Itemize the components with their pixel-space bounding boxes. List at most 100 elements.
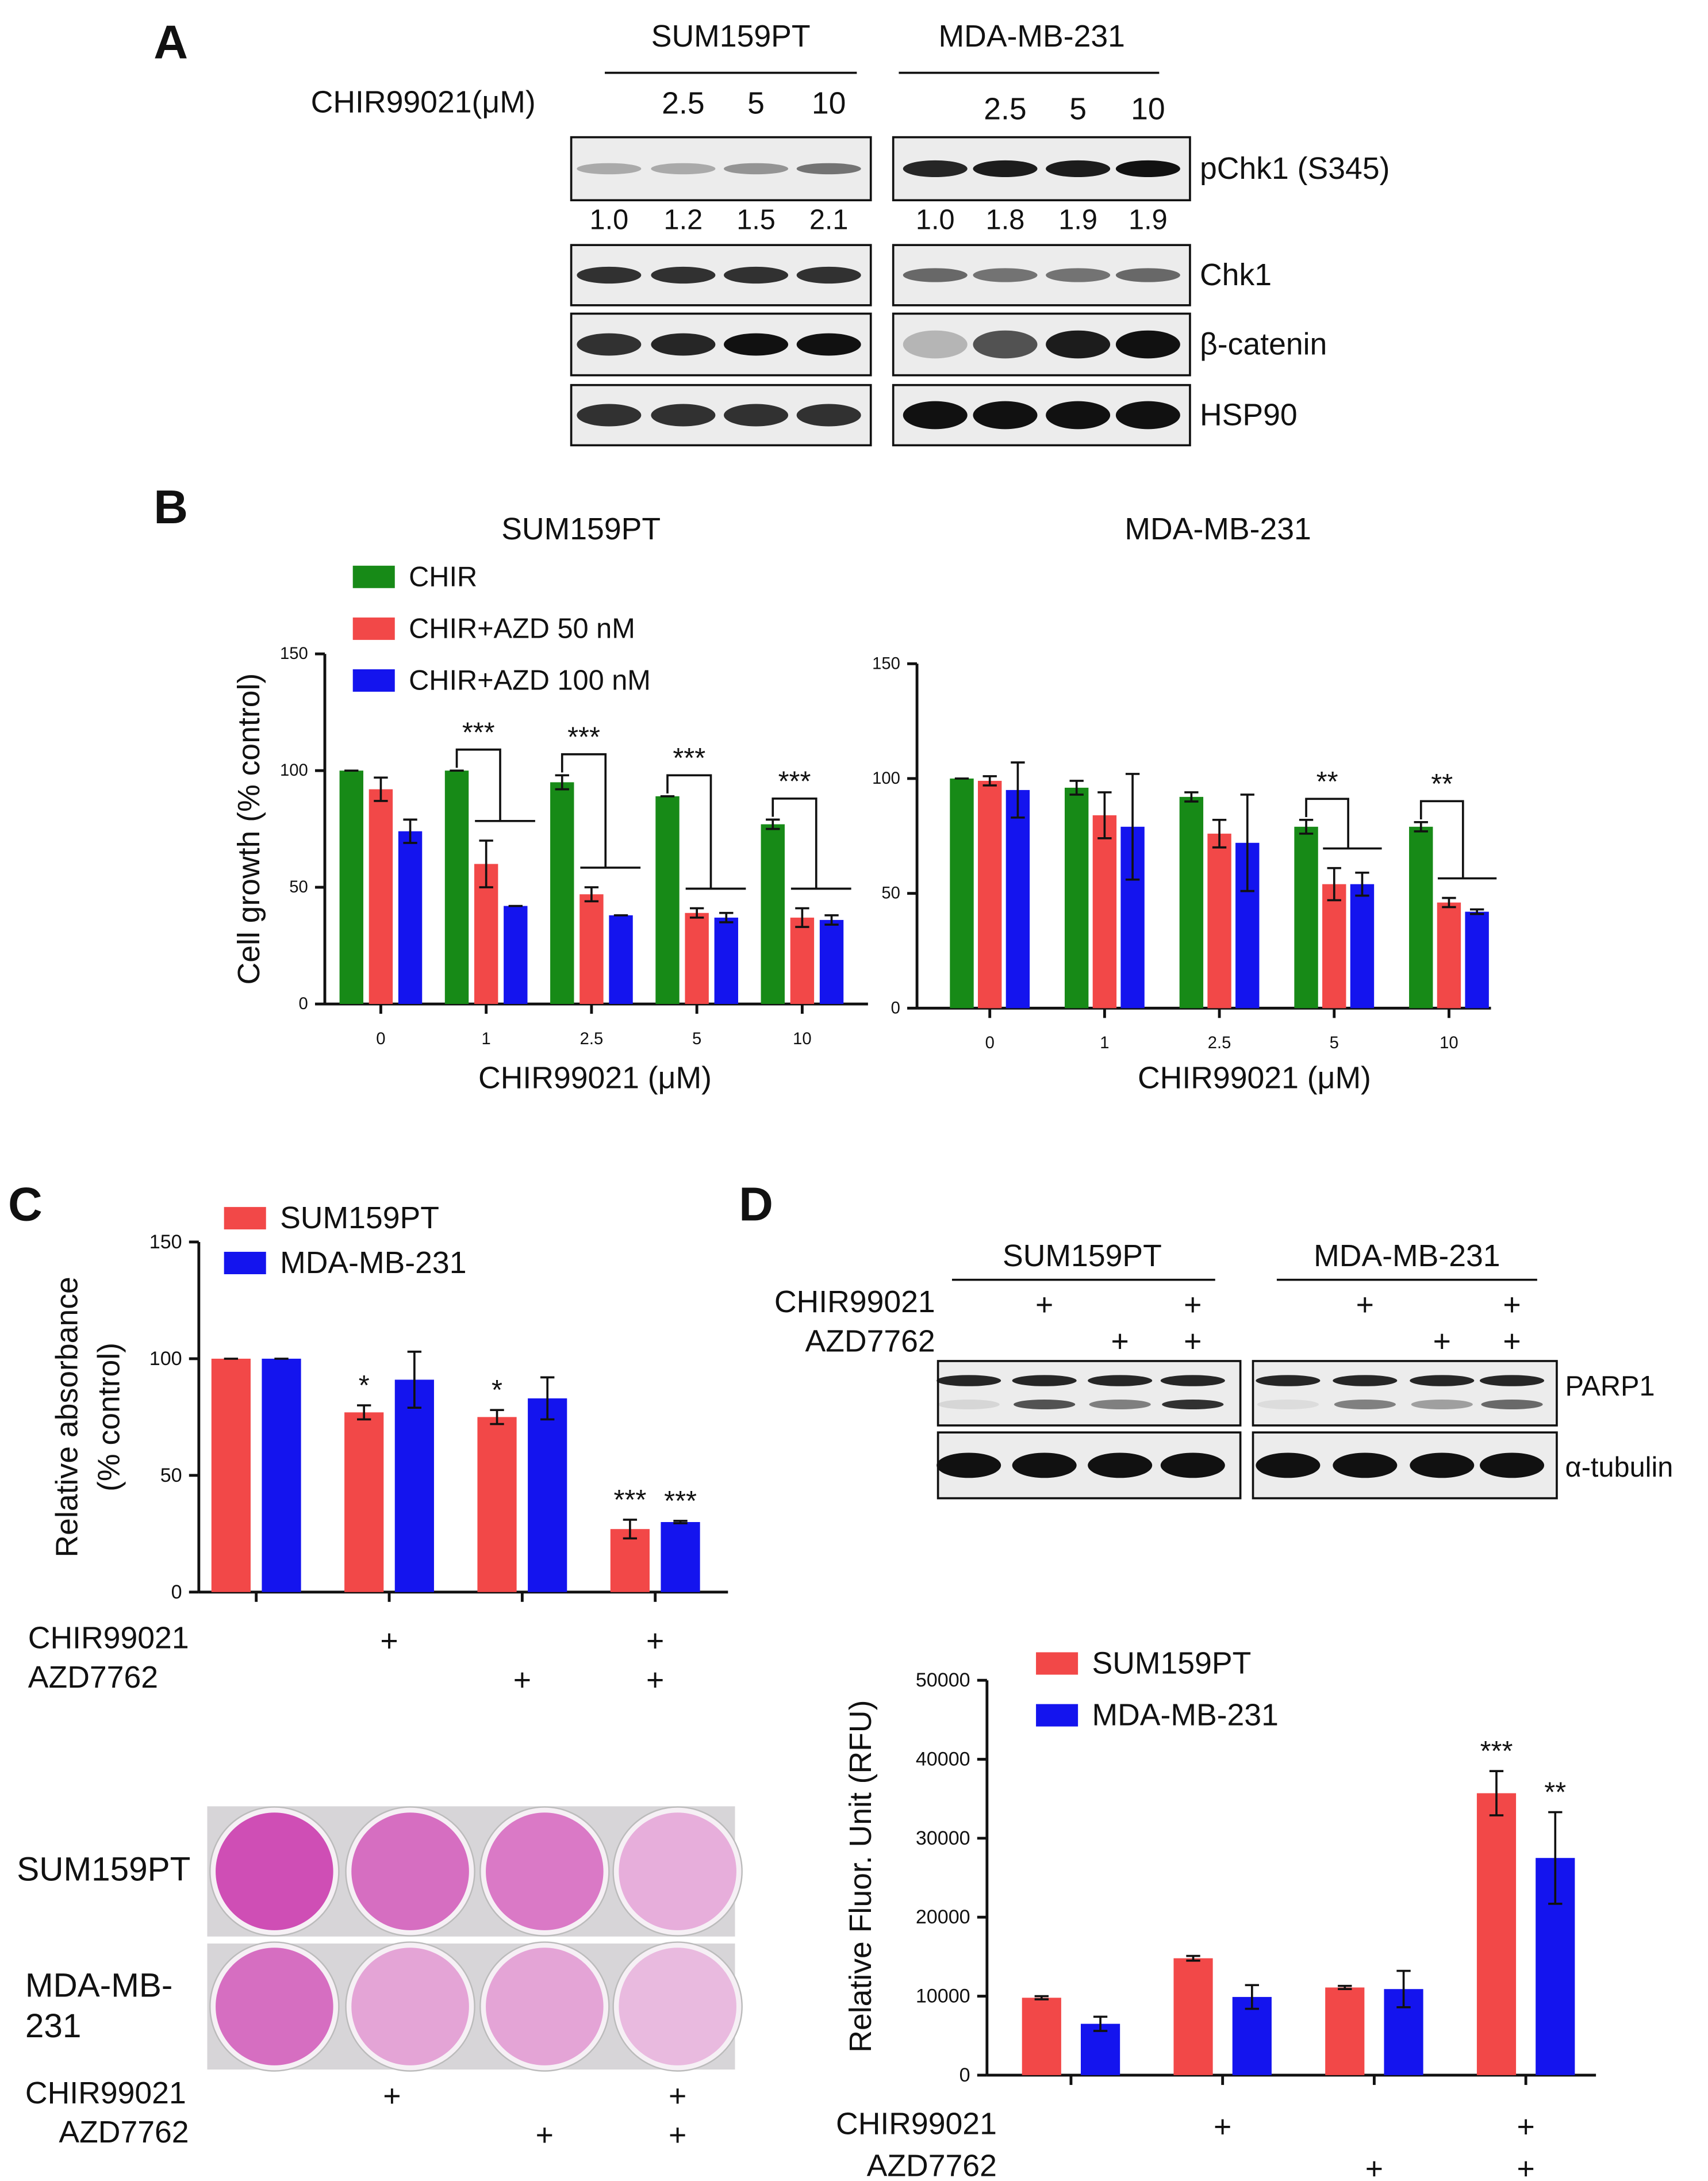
treatment-label: AZD7762 — [867, 2149, 997, 2181]
bar — [504, 906, 528, 1005]
legend-label: CHIR — [409, 561, 477, 592]
significance-bracket — [1305, 798, 1382, 850]
band — [1115, 330, 1180, 359]
significance-bracket — [666, 774, 746, 890]
y-axis-label: (% control) — [92, 1343, 126, 1492]
treatment-label: AZD7762 — [805, 1324, 935, 1358]
blot-row-label: β-catenin — [1200, 328, 1327, 362]
band — [796, 333, 861, 356]
stain — [486, 1948, 604, 2065]
cell-line-label: SUM159PT — [651, 20, 811, 53]
band — [577, 266, 642, 284]
band — [577, 404, 642, 427]
treatment-mark: + — [1111, 1324, 1129, 1358]
band — [724, 333, 789, 356]
legend-label: SUM159PT — [280, 1201, 439, 1235]
treatment-label: CHIR99021 — [836, 2107, 997, 2141]
y-tick-label: 40000 — [916, 1749, 970, 1770]
significance: *** — [664, 1486, 697, 1517]
row-label: SUM159PT — [17, 1850, 190, 1888]
error-bar — [1355, 871, 1369, 897]
well — [479, 1941, 610, 2072]
band — [1089, 1399, 1151, 1409]
band — [903, 330, 968, 359]
dose-label: 2.5 — [984, 92, 1026, 126]
error-bar — [623, 1519, 638, 1540]
band — [1480, 1452, 1545, 1478]
band — [796, 266, 861, 284]
quantification: 1.0 — [590, 204, 629, 235]
blot-row-label: PARP1 — [1565, 1371, 1655, 1402]
y-tick-label: 150 — [872, 654, 900, 673]
bar — [211, 1358, 251, 1592]
band — [1088, 1452, 1153, 1478]
band — [903, 401, 968, 430]
error-bar — [1011, 761, 1025, 819]
stain — [619, 1948, 736, 2065]
treatment-mark: + — [1214, 2110, 1231, 2144]
treatment-mark: + — [1035, 1288, 1053, 1322]
chart-title: SUM159PT — [501, 512, 661, 546]
significance: *** — [778, 766, 811, 798]
bar — [978, 780, 1002, 1009]
bar — [1476, 1793, 1517, 2075]
treatment-mark: + — [1503, 1288, 1521, 1322]
blot-box — [936, 1360, 1242, 1427]
x-tick-label: 10 — [793, 1030, 812, 1048]
quantification: 1.5 — [736, 204, 776, 235]
band — [1410, 1452, 1475, 1478]
significance-bracket — [772, 798, 851, 890]
well — [612, 1806, 743, 1937]
significance-bracket — [455, 748, 535, 822]
bar — [1022, 1998, 1061, 2075]
x-tick-label: 5 — [692, 1030, 701, 1048]
error-bar — [1097, 791, 1112, 840]
band — [1046, 160, 1111, 178]
treatment-mark: + — [513, 1663, 531, 1697]
error-bar — [689, 907, 704, 919]
treatment-mark: + — [1365, 2152, 1383, 2181]
error-bar — [1186, 1954, 1200, 1962]
error-bar — [766, 818, 780, 830]
bar — [477, 1417, 517, 1592]
bar — [1080, 2023, 1120, 2075]
bar — [444, 771, 469, 1005]
error-bar — [1299, 819, 1314, 835]
blot-row-label: HSP90 — [1200, 398, 1298, 432]
significance: *** — [567, 722, 600, 753]
y-tick-label: 50000 — [916, 1669, 970, 1691]
band — [724, 266, 789, 284]
y-tick-label: 20000 — [916, 1906, 970, 1928]
bar — [1322, 884, 1346, 1009]
bar — [950, 778, 974, 1009]
treatment-mark: + — [669, 2079, 686, 2113]
y-tick-label: 0 — [299, 995, 308, 1013]
legend-swatch — [1036, 1652, 1078, 1675]
band — [577, 333, 642, 356]
treatment-mark: + — [1433, 1324, 1451, 1358]
x-tick-label: 2.5 — [580, 1030, 604, 1048]
cell-line-label: MDA-MB-231 — [1314, 1239, 1500, 1273]
band — [1115, 401, 1180, 430]
band — [1088, 1375, 1153, 1386]
significance: ** — [1544, 1777, 1566, 1808]
legend-swatch — [352, 617, 395, 640]
row-label: MDA-MB- — [25, 1967, 172, 2004]
row-label: 231 — [25, 2007, 82, 2045]
error-bar — [584, 886, 599, 903]
bar — [398, 831, 423, 1005]
error-bar — [1327, 867, 1341, 902]
bar — [1294, 826, 1318, 1009]
bar — [1064, 787, 1089, 1009]
bar — [1437, 902, 1461, 1009]
y-tick-label: 100 — [872, 769, 900, 788]
stain — [216, 1948, 333, 2065]
well — [612, 1941, 743, 2072]
band — [903, 160, 968, 178]
chart-title: MDA-MB-231 — [1124, 512, 1311, 546]
treatment-label: CHIR99021 — [25, 2076, 186, 2110]
error-bar — [490, 1409, 504, 1425]
band — [1012, 1452, 1077, 1478]
error-bar — [1184, 791, 1199, 803]
